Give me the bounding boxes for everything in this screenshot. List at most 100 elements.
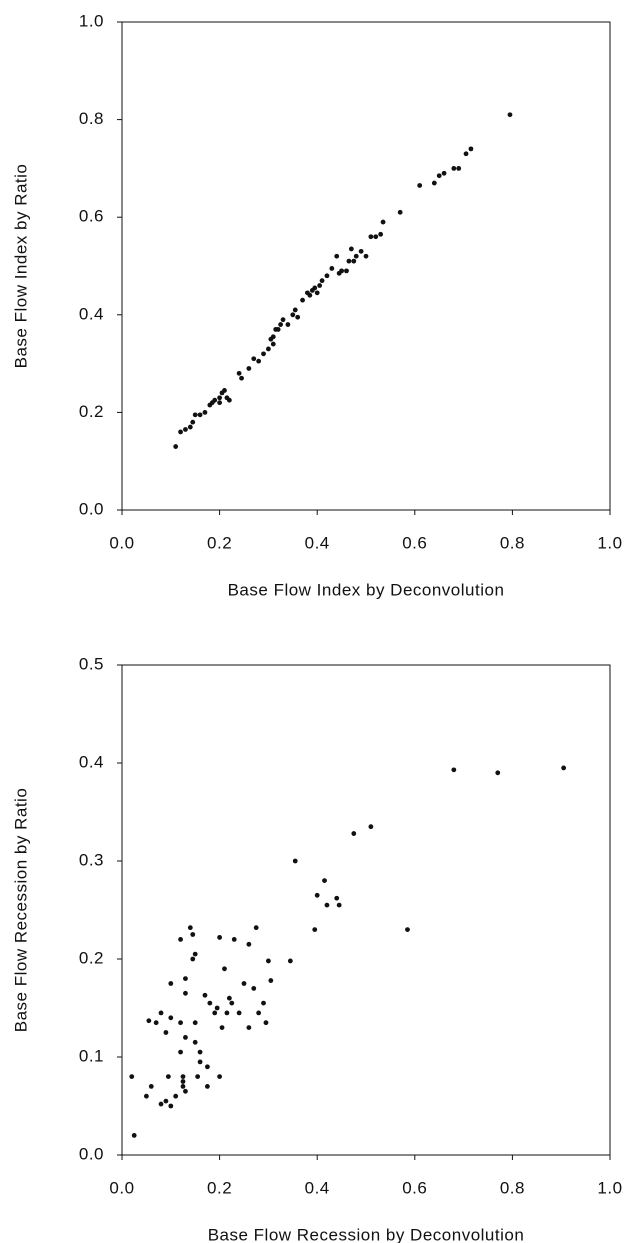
point [324, 273, 330, 279]
point [334, 895, 340, 901]
y-tick-label: 0.2 [79, 948, 104, 967]
point [336, 902, 342, 908]
point [561, 765, 567, 771]
point [256, 1010, 262, 1016]
y-axis-title: Base Flow Index by Ratio [11, 164, 30, 369]
point [178, 937, 183, 942]
point [307, 292, 313, 298]
point [317, 283, 323, 288]
point [329, 266, 335, 271]
point [178, 1049, 183, 1055]
y-tick-label: 0.5 [79, 654, 104, 673]
point [373, 234, 379, 240]
point [246, 366, 252, 371]
point [180, 1079, 186, 1084]
point [222, 388, 227, 393]
point [266, 346, 271, 352]
plot-frame [121, 664, 611, 1156]
point [190, 956, 196, 962]
point [261, 351, 266, 357]
point [256, 358, 262, 364]
y-axis-title: Base Flow Recession by Ratio [11, 788, 30, 1033]
point [205, 1084, 210, 1089]
point [380, 219, 386, 225]
point [239, 375, 244, 381]
point [358, 248, 364, 254]
point [236, 370, 242, 376]
point [217, 1074, 223, 1079]
point [192, 1020, 198, 1026]
point [217, 935, 223, 940]
point [129, 1074, 135, 1079]
point [322, 878, 327, 883]
point [226, 995, 232, 1001]
point [353, 253, 359, 259]
point [270, 334, 276, 340]
point [339, 268, 344, 274]
point [348, 246, 354, 252]
point [192, 1039, 198, 1045]
point [214, 1005, 220, 1011]
point [292, 858, 298, 864]
point [378, 231, 384, 237]
point [363, 253, 369, 259]
x-tick-label: 0.6 [402, 533, 427, 552]
point [183, 1035, 188, 1040]
point [312, 927, 318, 932]
point [153, 1020, 159, 1026]
point [280, 317, 286, 323]
x-axis-title: Base Flow Index by Deconvolution [228, 580, 505, 599]
point [229, 1000, 235, 1006]
x-tick-label: 0.4 [305, 1178, 330, 1197]
point [507, 112, 513, 118]
point [292, 307, 298, 313]
x-tick-label: 1.0 [597, 1178, 622, 1197]
point [287, 958, 293, 964]
point [463, 151, 469, 157]
point [368, 824, 374, 830]
point [231, 937, 237, 942]
point [324, 902, 330, 908]
point [451, 767, 457, 773]
point [346, 258, 352, 264]
point [312, 285, 318, 291]
x-tick-label: 0.2 [207, 1178, 232, 1197]
point [253, 925, 259, 931]
point [158, 1010, 164, 1016]
point [212, 1010, 218, 1016]
point [290, 312, 296, 318]
point [268, 978, 274, 983]
point [441, 170, 447, 176]
point [351, 258, 357, 264]
x-axis-title: Base Flow Recession by Deconvolution [208, 1225, 525, 1243]
point [192, 412, 198, 418]
y-tick-label: 0.6 [79, 207, 104, 226]
y-tick-label: 0.2 [79, 402, 104, 421]
point [183, 1088, 188, 1094]
point [202, 992, 208, 998]
point [178, 1020, 183, 1026]
point [319, 278, 325, 284]
point [219, 1025, 225, 1030]
x-tick-label: 0.8 [500, 533, 525, 552]
x-tick-label: 0.2 [207, 533, 232, 552]
point [165, 1074, 171, 1079]
x-tick-label: 1.0 [597, 533, 622, 552]
point [351, 831, 357, 836]
point [180, 1084, 186, 1089]
y-tick-label: 0.1 [79, 1046, 104, 1065]
point [183, 976, 188, 981]
point [270, 341, 276, 347]
point [205, 1064, 210, 1070]
point [187, 424, 193, 430]
point [168, 1015, 174, 1021]
point [314, 892, 320, 898]
point [275, 327, 281, 332]
point [334, 253, 340, 259]
point [368, 234, 374, 240]
point [261, 1000, 266, 1006]
point [241, 981, 247, 986]
point [131, 1133, 137, 1138]
point [197, 1059, 203, 1065]
